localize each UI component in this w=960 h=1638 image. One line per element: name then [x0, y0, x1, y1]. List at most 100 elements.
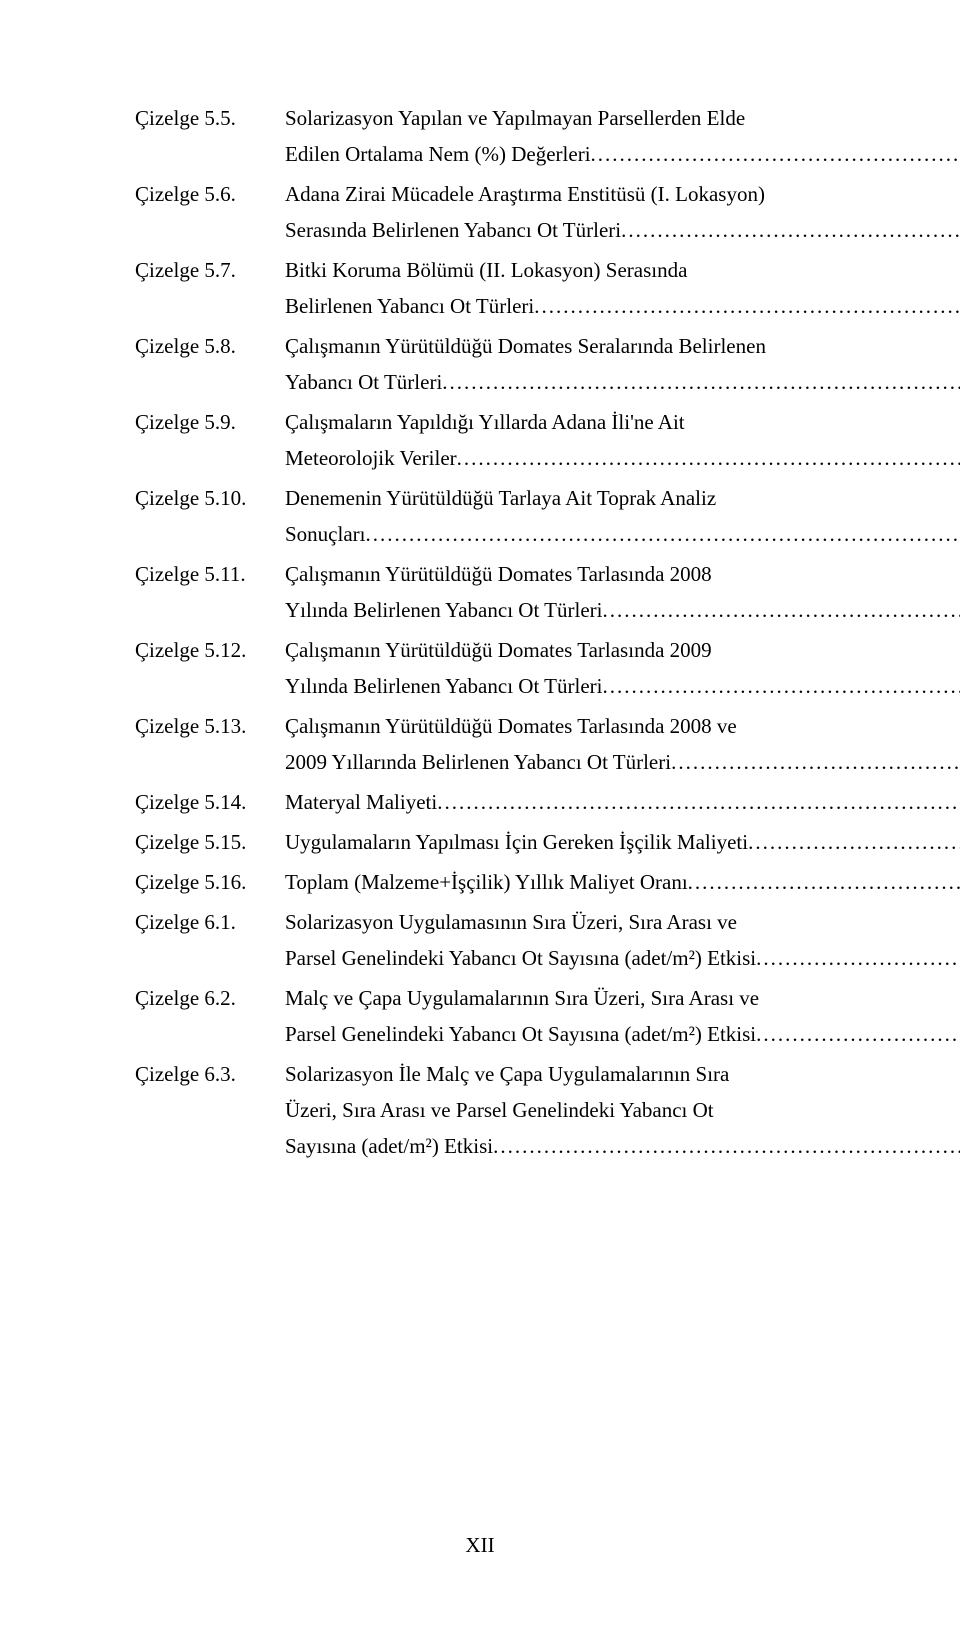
toc-description-text: Edilen Ortalama Nem (%) Değerleri — [285, 136, 591, 172]
toc-description-line: Adana Zirai Mücadele Araştırma Enstitüsü… — [285, 176, 960, 212]
toc-row: Çizelge 5.12.Çalışmanın Yürütüldüğü Doma… — [135, 632, 840, 704]
toc-label: Çizelge 5.11. — [135, 556, 285, 592]
toc-description-last-line: Sayısına (adet/m²) Etkisi — [285, 1128, 960, 1164]
toc-row: Çizelge 6.1.Solarizasyon Uygulamasının S… — [135, 904, 840, 976]
toc-row: Çizelge 6.3.Solarizasyon İle Malç ve Çap… — [135, 1056, 840, 1164]
toc-description-text: Serasında Belirlenen Yabancı Ot Türleri — [285, 212, 621, 248]
toc-description-text: 2009 Yıllarında Belirlenen Yabancı Ot Tü… — [285, 744, 671, 780]
toc-description: Adana Zirai Mücadele Araştırma Enstitüsü… — [285, 176, 960, 248]
leader-dots — [688, 864, 960, 900]
toc-label: Çizelge 5.8. — [135, 328, 285, 364]
leader-dots — [602, 592, 960, 628]
leader-dots — [621, 212, 960, 248]
toc-description-line: Solarizasyon Uygulamasının Sıra Üzeri, S… — [285, 904, 960, 940]
toc-description-text: Sonuçları — [285, 516, 365, 552]
toc-description-text: Yılında Belirlenen Yabancı Ot Türleri — [285, 592, 602, 628]
page-number-footer: XII — [0, 1533, 960, 1558]
leader-dots — [756, 1016, 960, 1052]
leader-dots — [493, 1128, 960, 1164]
toc-row: Çizelge 5.5.Solarizasyon Yapılan ve Yapı… — [135, 100, 840, 172]
toc-description-line: Çalışmanın Yürütüldüğü Domates Tarlasınd… — [285, 556, 960, 592]
leader-dots — [437, 784, 960, 820]
toc-description-line: Çalışmanın Yürütüldüğü Domates Seraların… — [285, 328, 960, 364]
toc-label: Çizelge 5.13. — [135, 708, 285, 744]
toc-label: Çizelge 5.6. — [135, 176, 285, 212]
toc-row: Çizelge 5.15.Uygulamaların Yapılması İçi… — [135, 824, 840, 860]
toc-row: Çizelge 5.11.Çalışmanın Yürütüldüğü Doma… — [135, 556, 840, 628]
toc-label: Çizelge 5.10. — [135, 480, 285, 516]
toc-row: Çizelge 5.13.Çalışmanın Yürütüldüğü Doma… — [135, 708, 840, 780]
toc-description: Toplam (Malzeme+İşçilik) Yıllık Maliyet … — [285, 864, 960, 900]
leader-dots — [671, 744, 960, 780]
toc-description: Çalışmanın Yürütüldüğü Domates Seraların… — [285, 328, 960, 400]
toc-description-line: Çalışmaların Yapıldığı Yıllarda Adana İl… — [285, 404, 960, 440]
toc-description-line: Üzeri, Sıra Arası ve Parsel Genelindeki … — [285, 1092, 960, 1128]
leader-dots — [534, 288, 960, 324]
leader-dots — [457, 440, 960, 476]
toc-description-text: Materyal Maliyeti — [285, 784, 437, 820]
toc-description-last-line: Parsel Genelindeki Yabancı Ot Sayısına (… — [285, 940, 960, 976]
toc-label: Çizelge 6.1. — [135, 904, 285, 940]
toc-row: Çizelge 5.9.Çalışmaların Yapıldığı Yılla… — [135, 404, 840, 476]
toc-description: Solarizasyon Yapılan ve Yapılmayan Parse… — [285, 100, 960, 172]
toc-description-text: Parsel Genelindeki Yabancı Ot Sayısına (… — [285, 940, 756, 976]
toc-description-line: Solarizasyon İle Malç ve Çapa Uygulamala… — [285, 1056, 960, 1092]
toc-row: Çizelge 5.10.Denemenin Yürütüldüğü Tarla… — [135, 480, 840, 552]
toc-row: Çizelge 5.8.Çalışmanın Yürütüldüğü Domat… — [135, 328, 840, 400]
toc-description-last-line: 2009 Yıllarında Belirlenen Yabancı Ot Tü… — [285, 744, 960, 780]
toc-description-last-line: Belirlenen Yabancı Ot Türleri — [285, 288, 960, 324]
toc-label: Çizelge 5.16. — [135, 864, 285, 900]
toc-description-last-line: Meteorolojik Veriler — [285, 440, 960, 476]
toc-description-line: Bitki Koruma Bölümü (II. Lokasyon) Seras… — [285, 252, 960, 288]
toc-label: Çizelge 5.14. — [135, 784, 285, 820]
toc-description-line: Denemenin Yürütüldüğü Tarlaya Ait Toprak… — [285, 480, 960, 516]
toc-label: Çizelge 5.15. — [135, 824, 285, 860]
toc-description: Çalışmanın Yürütüldüğü Domates Tarlasınd… — [285, 632, 960, 704]
toc-row: Çizelge 5.14.Materyal Maliyeti193 — [135, 784, 840, 820]
toc-description: Çalışmaların Yapıldığı Yıllarda Adana İl… — [285, 404, 960, 476]
toc-description-last-line: Parsel Genelindeki Yabancı Ot Sayısına (… — [285, 1016, 960, 1052]
toc-label: Çizelge 5.12. — [135, 632, 285, 668]
toc-description-line: Solarizasyon Yapılan ve Yapılmayan Parse… — [285, 100, 960, 136]
toc-description-text: Toplam (Malzeme+İşçilik) Yıllık Maliyet … — [285, 864, 688, 900]
toc-description-last-line: Uygulamaların Yapılması İçin Gereken İşç… — [285, 824, 960, 860]
toc-row: Çizelge 5.6.Adana Zirai Mücadele Araştır… — [135, 176, 840, 248]
toc-row: Çizelge 5.16.Toplam (Malzeme+İşçilik) Yı… — [135, 864, 840, 900]
toc-description-text: Sayısına (adet/m²) Etkisi — [285, 1128, 493, 1164]
toc-description-last-line: Serasında Belirlenen Yabancı Ot Türleri — [285, 212, 960, 248]
toc-description-line: Malç ve Çapa Uygulamalarının Sıra Üzeri,… — [285, 980, 960, 1016]
leader-dots — [442, 364, 960, 400]
toc-description: Solarizasyon İle Malç ve Çapa Uygulamala… — [285, 1056, 960, 1164]
toc-description: Solarizasyon Uygulamasının Sıra Üzeri, S… — [285, 904, 960, 976]
toc-row: Çizelge 6.2.Malç ve Çapa Uygulamalarının… — [135, 980, 840, 1052]
toc-description: Denemenin Yürütüldüğü Tarlaya Ait Toprak… — [285, 480, 960, 552]
toc-description-last-line: Edilen Ortalama Nem (%) Değerleri — [285, 136, 960, 172]
leader-dots — [756, 940, 960, 976]
toc-description-last-line: Yılında Belirlenen Yabancı Ot Türleri — [285, 592, 960, 628]
leader-dots — [602, 668, 960, 704]
leader-dots — [591, 136, 960, 172]
toc-label: Çizelge 5.5. — [135, 100, 285, 136]
toc-description-text: Yılında Belirlenen Yabancı Ot Türleri — [285, 668, 602, 704]
toc-label: Çizelge 5.7. — [135, 252, 285, 288]
toc-label: Çizelge 6.2. — [135, 980, 285, 1016]
toc-description-text: Uygulamaların Yapılması İçin Gereken İşç… — [285, 824, 748, 860]
toc-description-line: Çalışmanın Yürütüldüğü Domates Tarlasınd… — [285, 632, 960, 668]
toc-description: Uygulamaların Yapılması İçin Gereken İşç… — [285, 824, 960, 860]
toc-description-line: Çalışmanın Yürütüldüğü Domates Tarlasınd… — [285, 708, 960, 744]
toc-description-last-line: Materyal Maliyeti — [285, 784, 960, 820]
toc-label: Çizelge 5.9. — [135, 404, 285, 440]
toc-label: Çizelge 6.3. — [135, 1056, 285, 1092]
toc-description: Çalışmanın Yürütüldüğü Domates Tarlasınd… — [285, 708, 960, 780]
toc-description-last-line: Sonuçları — [285, 516, 960, 552]
toc-description-text: Meteorolojik Veriler — [285, 440, 457, 476]
toc-description: Materyal Maliyeti — [285, 784, 960, 820]
toc-description-text: Parsel Genelindeki Yabancı Ot Sayısına (… — [285, 1016, 756, 1052]
page: Çizelge 5.5.Solarizasyon Yapılan ve Yapı… — [0, 0, 960, 1638]
toc-description-text: Belirlenen Yabancı Ot Türleri — [285, 288, 534, 324]
leader-dots — [365, 516, 960, 552]
toc-description-text: Yabancı Ot Türleri — [285, 364, 442, 400]
toc-description-last-line: Yılında Belirlenen Yabancı Ot Türleri — [285, 668, 960, 704]
toc-list: Çizelge 5.5.Solarizasyon Yapılan ve Yapı… — [135, 100, 840, 1164]
toc-description-last-line: Toplam (Malzeme+İşçilik) Yıllık Maliyet … — [285, 864, 960, 900]
